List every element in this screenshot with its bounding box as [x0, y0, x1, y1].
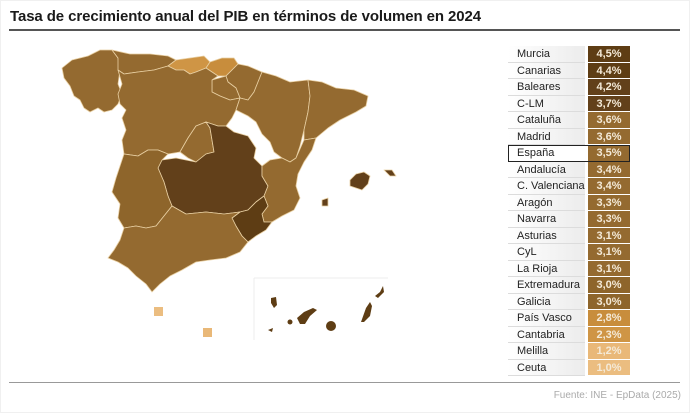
region-castilla-y-leon[interactable]	[117, 65, 241, 157]
region-melilla[interactable]	[203, 328, 212, 337]
growth-value: 3,3%	[588, 211, 630, 228]
table-row: Madrid 3,6%	[508, 128, 630, 145]
growth-value: 3,4%	[588, 178, 630, 195]
region-label: Navarra	[508, 211, 585, 228]
region-baleares-mallorca[interactable]	[349, 171, 371, 191]
region-baleares-menorca[interactable]	[383, 169, 397, 177]
table-row: Extremadura 3,0%	[508, 277, 630, 294]
region-galicia[interactable]	[61, 49, 123, 113]
growth-value: 2,8%	[588, 310, 630, 327]
region-baleares-ibiza[interactable]	[321, 197, 329, 207]
region-label: Canarias	[508, 62, 585, 79]
growth-value: 3,6%	[588, 128, 630, 145]
region-andalucia[interactable]	[107, 205, 249, 293]
ranking-table: Murcia 4,5% Canarias 4,4% Baleares 4,2% …	[508, 46, 630, 376]
region-label: Baleares	[508, 79, 585, 96]
region-label: Asturias	[508, 227, 585, 244]
region-ceuta[interactable]	[154, 307, 163, 316]
growth-value: 1,0%	[588, 359, 630, 376]
spain-map	[61, 49, 397, 340]
growth-value: 3,3%	[588, 194, 630, 211]
table-row: Baleares 4,2%	[508, 79, 630, 96]
table-row-national-total: España 3,5%	[508, 145, 630, 162]
growth-value: 3,1%	[588, 227, 630, 244]
region-label: Andalucía	[508, 161, 585, 178]
table-row: CyL 3,1%	[508, 244, 630, 261]
growth-value: 3,1%	[588, 260, 630, 277]
title-divider	[9, 29, 680, 31]
table-row: La Rioja 3,1%	[508, 260, 630, 277]
chart-title: Tasa de crecimiento anual del PIB en tér…	[10, 8, 481, 25]
growth-value: 3,1%	[588, 244, 630, 261]
region-label: Murcia	[508, 46, 585, 63]
table-row: Murcia 4,5%	[508, 46, 630, 63]
growth-value: 3,7%	[588, 95, 630, 112]
growth-value: 3,0%	[588, 293, 630, 310]
region-label: Melilla	[508, 343, 585, 360]
table-row: Melilla 1,2%	[508, 343, 630, 360]
growth-value: 4,5%	[588, 46, 630, 63]
region-label: CyL	[508, 244, 585, 261]
region-cataluna[interactable]	[303, 79, 369, 141]
region-label: C-LM	[508, 95, 585, 112]
region-label: Cataluña	[508, 112, 585, 129]
growth-value: 3,5%	[588, 145, 630, 162]
canarias-inset	[253, 277, 388, 340]
table-row: Andalucía 3,4%	[508, 161, 630, 178]
growth-value: 2,3%	[588, 326, 630, 343]
table-row: Galicia 3,0%	[508, 293, 630, 310]
region-label: Aragón	[508, 194, 585, 211]
growth-value: 3,4%	[588, 161, 630, 178]
region-label: Ceuta	[508, 359, 585, 376]
growth-value: 4,2%	[588, 79, 630, 96]
growth-value: 3,0%	[588, 277, 630, 294]
table-row: Navarra 3,3%	[508, 211, 630, 228]
growth-value: 3,6%	[588, 112, 630, 129]
region-label: Cantabria	[508, 326, 585, 343]
table-row: País Vasco 2,8%	[508, 310, 630, 327]
region-label: La Rioja	[508, 260, 585, 277]
region-label: Madrid	[508, 128, 585, 145]
region-label: País Vasco	[508, 310, 585, 327]
table-row: Cantabria 2,3%	[508, 326, 630, 343]
table-row: Aragón 3,3%	[508, 194, 630, 211]
table-row: Canarias 4,4%	[508, 62, 630, 79]
footer-divider	[9, 382, 680, 383]
source-note: Fuente: INE - EpData (2025)	[553, 390, 681, 401]
table-row: Asturias 3,1%	[508, 227, 630, 244]
growth-value: 4,4%	[588, 62, 630, 79]
region-label: Extremadura	[508, 277, 585, 294]
region-label: España	[508, 145, 585, 162]
table-row: C-LM 3,7%	[508, 95, 630, 112]
table-row: C. Valenciana 3,4%	[508, 178, 630, 195]
table-row: Cataluña 3,6%	[508, 112, 630, 129]
table-row: Ceuta 1,0%	[508, 359, 630, 376]
growth-value: 1,2%	[588, 343, 630, 360]
region-label: Galicia	[508, 293, 585, 310]
region-label: C. Valenciana	[508, 178, 585, 195]
